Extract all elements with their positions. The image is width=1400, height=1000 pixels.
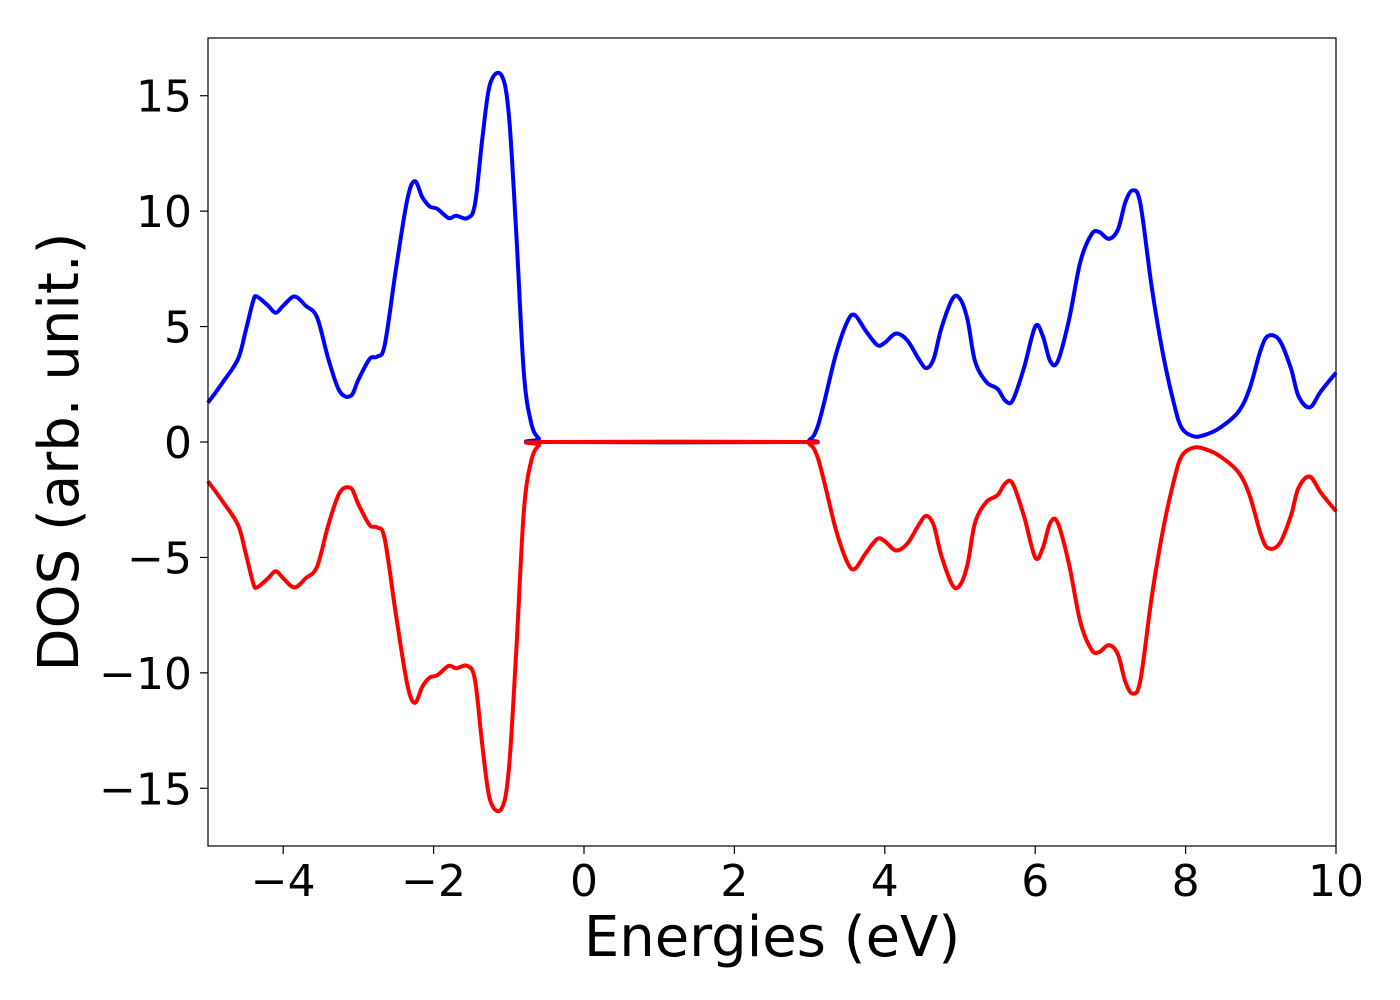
x-tick-label: 10 bbox=[1308, 856, 1364, 907]
y-tick-label: −5 bbox=[127, 533, 192, 584]
dos-series-line-2 bbox=[206, 439, 1338, 814]
x-axis-label: Energies (eV) bbox=[584, 905, 960, 970]
x-tick-label: 2 bbox=[720, 856, 748, 907]
x-axis: −4 −2 0 2 4 6 8 10 bbox=[251, 846, 1364, 907]
y-tick-label: −15 bbox=[99, 764, 192, 815]
y-axis: 15 10 5 0 −5 −10 −15 bbox=[99, 72, 208, 815]
x-tick-label: 4 bbox=[871, 856, 899, 907]
y-tick-label: 0 bbox=[164, 418, 192, 469]
y-tick-label: 5 bbox=[164, 303, 192, 354]
series-layer bbox=[206, 70, 1338, 814]
y-tick-label: 10 bbox=[136, 187, 192, 238]
y-tick-label: 15 bbox=[136, 72, 192, 123]
x-tick-label: 0 bbox=[570, 856, 598, 907]
x-tick-label: −2 bbox=[401, 856, 466, 907]
dos-series-line-1 bbox=[206, 70, 1338, 445]
x-tick-label: −4 bbox=[251, 856, 316, 907]
y-tick-label: −10 bbox=[99, 649, 192, 700]
x-tick-label: 8 bbox=[1172, 856, 1200, 907]
y-axis-label: DOS (arb. unit.) bbox=[27, 232, 92, 671]
x-tick-label: 6 bbox=[1021, 856, 1049, 907]
